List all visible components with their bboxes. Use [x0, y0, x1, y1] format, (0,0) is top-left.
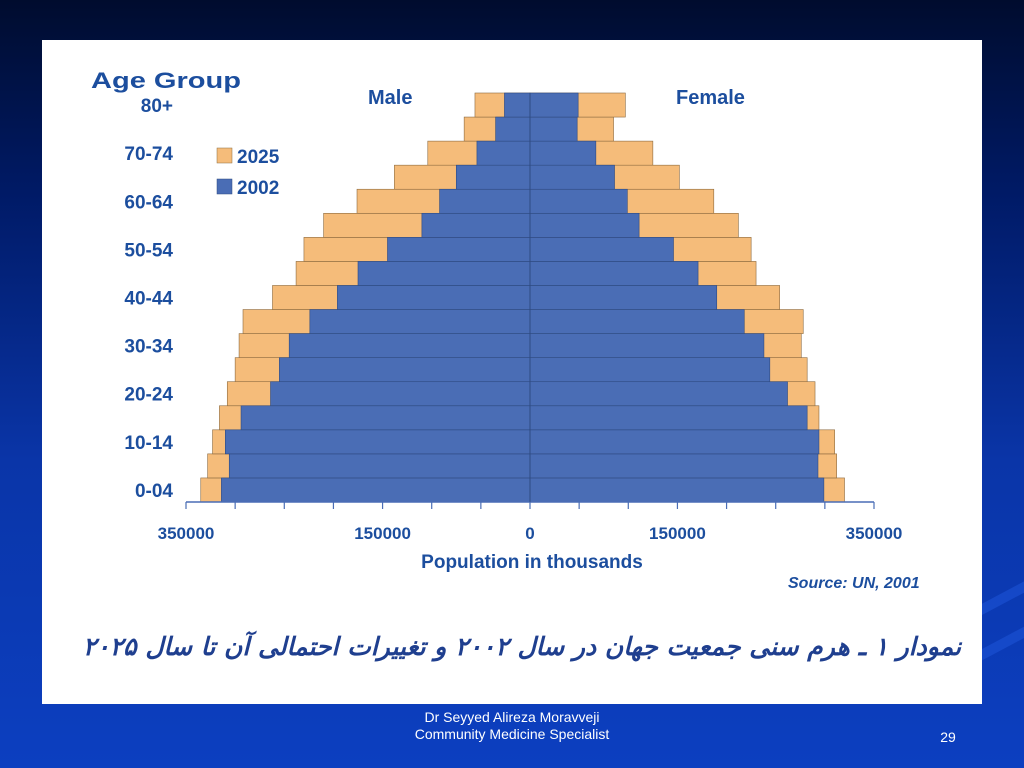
- slide-content-panel: 0-04 10-14 20-24 30-34 40-44 50-54 60-64 70-74 8…: [42, 40, 982, 704]
- bar-male-2002-5-9: [228, 453, 531, 479]
- bar-female-2002-30-34: [529, 333, 765, 358]
- y-tick-label: 30-34: [124, 337, 173, 358]
- bar-female-2002-45-49: [529, 261, 699, 286]
- bar-male-2002-75-79: [495, 116, 531, 142]
- bar-female-2002-35-39: [529, 309, 745, 334]
- bar-female-2002-50-54: [529, 237, 674, 262]
- bar-female-2002-60-64: [529, 188, 628, 214]
- bar-male-2002-45-49: [357, 261, 531, 286]
- population-pyramid-chart: 0-04 10-14 20-24 30-34 40-44 50-54 60-64 70-74 8…: [91, 68, 920, 592]
- x-tick-label: 350000: [846, 524, 903, 543]
- bar-male-2002-15-19: [240, 405, 531, 431]
- legend-label-2002: 2002: [237, 178, 279, 199]
- bar-male-2002-50-54: [387, 237, 531, 262]
- y-axis-labels: 0-04 10-14 20-24 30-34 40-44 50-54 60-64 70-74 8…: [124, 96, 173, 502]
- bar-male-2002-55-59: [421, 212, 531, 238]
- bar-female-2002-0-4: [529, 477, 825, 503]
- y-tick-label: 0-04: [135, 481, 173, 502]
- legend-swatch-2002: [216, 178, 233, 195]
- bar-male-2002-80+: [504, 92, 531, 118]
- bar-male-2002-70-74: [476, 140, 531, 166]
- y-tick-label: 10-14: [124, 433, 173, 454]
- page-number: 29: [940, 729, 956, 745]
- x-tick-label: 0: [525, 524, 534, 543]
- x-tick-label: 350000: [158, 524, 215, 543]
- bar-female-2002-10-14: [529, 429, 820, 455]
- bar-female-2002-65-69: [529, 164, 615, 190]
- y-tick-label: 20-24: [124, 385, 173, 406]
- bar-male-2002-25-29: [279, 357, 531, 383]
- bar-female-2002-40-44: [529, 285, 718, 310]
- footer-author-title: Community Medicine Specialist: [414, 726, 610, 742]
- bar-male-2002-10-14: [225, 429, 531, 455]
- legend: 2025 2002: [216, 147, 280, 199]
- bar-male-2002-40-44: [337, 285, 531, 310]
- bar-male-2002-0-4: [221, 477, 531, 503]
- footer-author: Dr Seyyed Alireza Moravveji Community Me…: [0, 709, 1024, 743]
- source-note: Source: UN, 2001: [788, 575, 920, 592]
- y-tick-label: 80+: [141, 96, 173, 117]
- female-side-label: Female: [676, 87, 745, 109]
- y-tick-label: 40-44: [124, 289, 173, 310]
- footer-author-name: Dr Seyyed Alireza Moravveji: [424, 709, 600, 725]
- x-axis-title: Population in thousands: [421, 552, 643, 573]
- male-side-label: Male: [368, 87, 412, 109]
- bar-female-2002-80+: [529, 92, 579, 118]
- x-tick-label: 150000: [354, 524, 411, 543]
- x-axis-tick-labels: 350000 150000 0 150000 350000: [158, 524, 903, 543]
- bar-male-2002-30-34: [288, 333, 531, 358]
- bar-female-2002-5-9: [529, 453, 819, 479]
- x-tick-label: 150000: [649, 524, 706, 543]
- y-tick-label: 50-54: [124, 240, 173, 261]
- x-axis: [185, 93, 875, 509]
- bar-female-2002-15-19: [529, 405, 808, 431]
- y-tick-label: 70-74: [124, 144, 173, 165]
- bar-male-2002-60-64: [439, 188, 531, 214]
- bar-female-2002-25-29: [529, 357, 771, 383]
- legend-swatch-2025: [216, 147, 233, 164]
- bar-female-2002-75-79: [529, 116, 578, 142]
- bar-male-2002-65-69: [455, 164, 531, 190]
- legend-label-2025: 2025: [237, 147, 280, 168]
- bar-female-2002-70-74: [529, 140, 597, 166]
- y-axis-title: Age Group: [91, 68, 241, 93]
- persian-caption: نمودار ۱ ـ هرم سنی جمعیت جهان در سال ۲۰۰…: [82, 632, 962, 661]
- bar-female-2002-20-24: [529, 381, 788, 407]
- bar-female-2002-55-59: [529, 212, 640, 238]
- bar-male-2002-20-24: [270, 381, 531, 407]
- y-tick-label: 60-64: [124, 192, 173, 213]
- bars-layer: [200, 92, 845, 503]
- bar-male-2002-35-39: [309, 309, 531, 334]
